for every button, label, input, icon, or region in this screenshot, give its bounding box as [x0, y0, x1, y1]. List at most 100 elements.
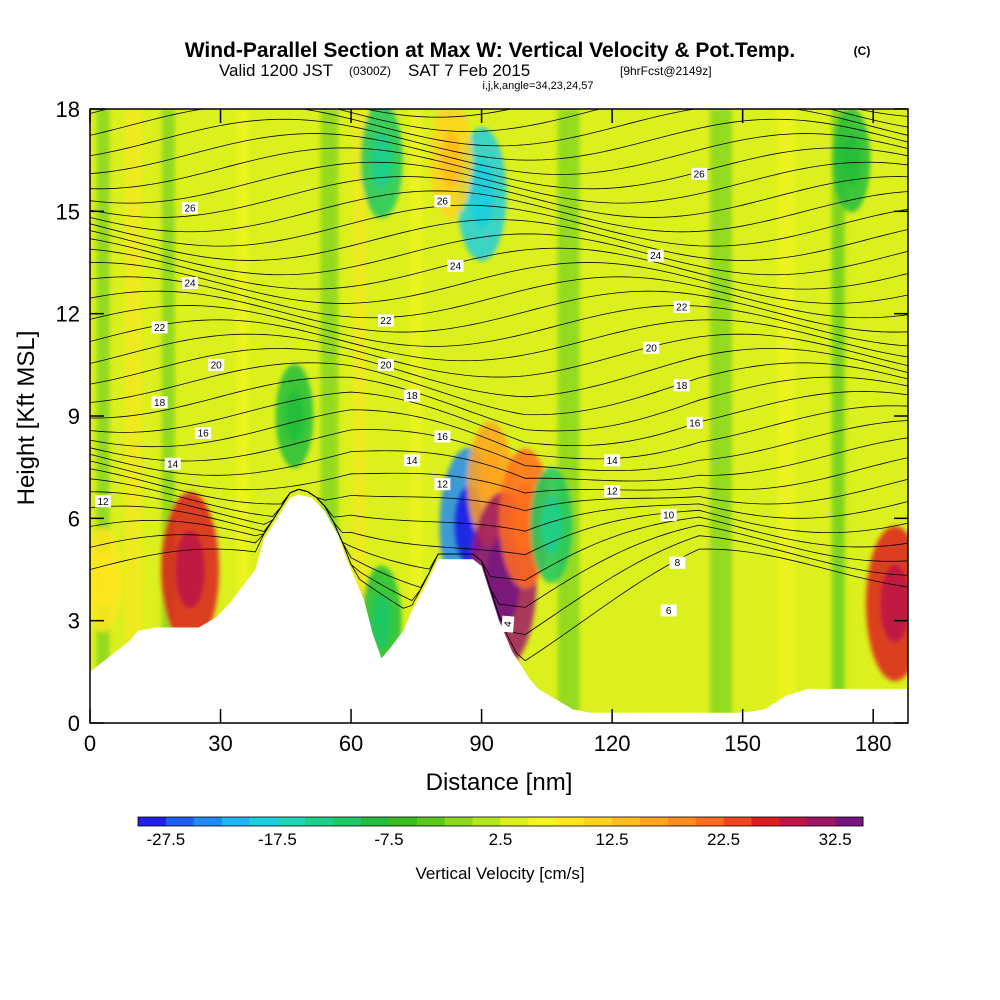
contour-label-text: 22	[154, 323, 166, 334]
terrain-mask	[90, 494, 908, 723]
theta-contour	[90, 362, 908, 416]
theta-contour	[90, 233, 908, 276]
contour-label-box	[691, 167, 708, 180]
velocity-core	[540, 496, 562, 555]
theta-contour	[90, 488, 908, 635]
contour-label-text: 4	[503, 620, 514, 627]
contour-label-text: 24	[185, 278, 197, 289]
contour-label-text: 12	[607, 487, 619, 498]
contour-label-box	[151, 321, 168, 334]
copyright-mark: (C)	[854, 44, 871, 58]
contour-label: 24	[182, 276, 199, 289]
theta-contour	[90, 305, 908, 347]
colorbar-swatch	[556, 817, 585, 826]
contour-label: 16	[195, 427, 212, 440]
colorbar-tick-label: 22.5	[707, 830, 740, 849]
colorbar: -27.5 -17.5 -7.5 2.5 12.5 22.5 32.5	[137, 816, 864, 849]
grid-indices: i,j,k,angle=34,23,24,57	[482, 80, 593, 92]
colorbar-tick-label: 2.5	[489, 830, 513, 849]
x-axis-label: Distance [nm]	[426, 769, 573, 796]
colorbar-swatch	[193, 817, 223, 826]
colorbar-swatch	[416, 817, 446, 826]
velocity-band	[710, 109, 732, 723]
contour-label: 12	[95, 495, 112, 508]
velocity-core	[285, 390, 304, 442]
contour-labels: 4 6 8 10 12 12 12 14 14 14 16 16 16 18 18 18 20 20 20 22 22 2…	[95, 167, 708, 633]
contour-label-text: 14	[167, 459, 179, 470]
theta-contour	[90, 219, 908, 261]
contour-label: 18	[151, 396, 168, 409]
colorbar-swatch	[138, 817, 167, 826]
theta-contour	[90, 276, 908, 319]
colorbar-swatch	[612, 817, 641, 826]
contour-label-text: 24	[650, 251, 662, 262]
contour-label-box	[377, 314, 394, 327]
x-tick-label: 150	[724, 731, 761, 756]
contour-label: 18	[673, 379, 690, 392]
colorbar-swatch	[723, 817, 752, 826]
contour-label-text: 20	[646, 343, 658, 354]
contour-label-box	[434, 478, 451, 491]
contour-label-text: 16	[437, 432, 449, 443]
velocity-band	[124, 109, 143, 723]
theta-contour	[90, 391, 908, 447]
colorbar-tick-label: 12.5	[595, 830, 628, 849]
colorbar-swatch	[807, 817, 836, 826]
valid-time-line: Valid 1200 JST (0300Z) SAT 7 Feb 2015 [9…	[219, 61, 712, 80]
contour-label-text: 12	[437, 480, 449, 491]
y-tick-label: 18	[56, 97, 80, 122]
colorbar-swatch	[444, 817, 474, 826]
contour-label-text: 26	[694, 169, 706, 180]
theta-contour	[90, 420, 908, 472]
contour-label-box	[647, 249, 664, 262]
colorbar-swatch	[584, 817, 613, 826]
velocity-core	[842, 134, 861, 187]
contour-label: 22	[377, 314, 394, 327]
valid-zulu: (0300Z)	[349, 64, 391, 78]
colorbar-swatch	[165, 817, 195, 826]
theta-contour	[90, 109, 908, 147]
theta-contour	[90, 161, 908, 204]
theta-contour	[90, 478, 908, 532]
contour-label: 4	[501, 615, 515, 633]
contour-label: 10	[660, 508, 677, 521]
velocity-band	[831, 109, 845, 723]
theta-contour	[90, 133, 908, 175]
x-tick-label: 60	[339, 731, 363, 756]
velocity-band	[235, 109, 249, 723]
theta-contour	[90, 109, 908, 132]
contour-label-text: 26	[185, 203, 197, 214]
colorbar-swatch	[249, 817, 278, 826]
contour-label-box	[182, 201, 199, 214]
contour-label-box	[95, 495, 112, 508]
contour-label: 8	[669, 556, 686, 569]
colorbar-swatch	[695, 817, 725, 826]
contour-label-box	[151, 396, 168, 409]
contour-label: 20	[643, 341, 660, 354]
x-axis: 0 30 60 90 120 150 180	[84, 109, 892, 756]
contour-label-box	[604, 454, 621, 467]
contour-label: 18	[403, 389, 420, 402]
theta-contour	[90, 333, 908, 378]
colorbar-swatch	[528, 817, 557, 826]
contour-label-text: 18	[406, 391, 418, 402]
contour-label-box	[403, 454, 420, 467]
y-tick-label: 9	[68, 404, 80, 429]
colorbar-swatch	[751, 817, 780, 826]
theta-contour	[363, 109, 908, 118]
chart-title: Wind-Parallel Section at Max W: Vertical…	[185, 39, 796, 62]
contour-label-box	[669, 556, 686, 569]
x-tick-label: 120	[594, 731, 631, 756]
contour-label-box	[434, 430, 451, 443]
y-tick-label: 15	[56, 199, 80, 224]
y-axis: 0 3 6 9 12 15 18	[56, 97, 908, 736]
contour-label-box	[501, 615, 515, 633]
contour-label-text: 10	[663, 510, 675, 521]
contour-label-box	[403, 389, 420, 402]
valid-prefix: Valid 1200 JST	[219, 61, 333, 80]
x-tick-label: 180	[855, 731, 892, 756]
colorbar-swatch	[305, 817, 334, 826]
theta-contour	[90, 147, 908, 190]
x-tick-label: 0	[84, 731, 96, 756]
y-tick-label: 6	[68, 506, 80, 531]
